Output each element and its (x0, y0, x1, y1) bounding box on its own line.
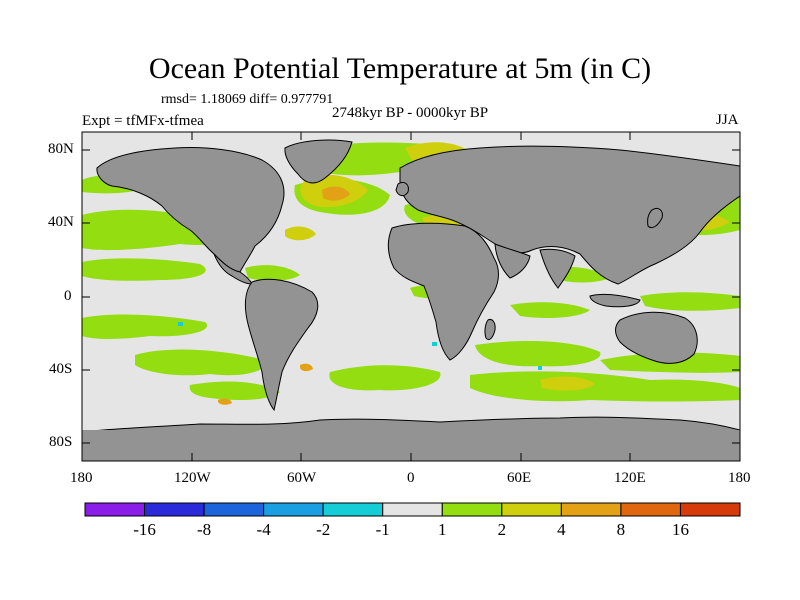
colorbar-label: -4 (256, 520, 271, 539)
lon-label-180w: 180 (70, 470, 93, 486)
japan (647, 207, 663, 229)
colorbar-box (263, 502, 324, 517)
south-america (244, 278, 319, 412)
colorbar-label: -1 (375, 520, 390, 539)
map-title: Ocean Potential Temperature at 5m (in C) (148, 52, 652, 85)
lon-ticks (81, 132, 741, 461)
colorbar-label: 8 (616, 520, 626, 539)
colorbar-box (382, 502, 443, 517)
lat-label-40n: 40N (48, 214, 74, 230)
colorbar-label: 1 (438, 520, 447, 539)
experiment-label: Expt = tfMFx-tfmea (82, 113, 204, 129)
lon-label-60w: 60W (287, 470, 317, 486)
british-isles (395, 181, 409, 197)
colorbar-label: -16 (133, 520, 156, 539)
colorbar-label: -8 (196, 520, 212, 539)
north-america (96, 147, 285, 273)
lon-label-120e: 120E (614, 470, 646, 486)
colorbar-label: -2 (316, 520, 331, 539)
colorbar-box (501, 502, 562, 517)
colorbar-label: 4 (557, 520, 566, 539)
colorbar-label: 16 (671, 520, 689, 539)
lat-label-80s: 80S (49, 434, 73, 450)
lon-label-60e: 60E (507, 470, 532, 486)
season-label: JJA (716, 112, 739, 128)
africa (387, 222, 499, 361)
colorbar-box (560, 502, 622, 517)
colorbar-box (620, 502, 681, 517)
indonesia (589, 293, 641, 308)
anomaly-4-8 (218, 186, 350, 405)
colorbar-box (203, 502, 265, 517)
australia (615, 311, 698, 364)
lat-label-0: 0 (64, 288, 72, 304)
colorbar-box (679, 502, 741, 517)
stats-line: rmsd= 1.18069 diff= 0.977791 (161, 92, 334, 107)
arabia (494, 243, 531, 279)
lat-label-40s: 40S (49, 361, 73, 377)
period-label: 2748kyr BP - 0000kyr BP (331, 105, 489, 121)
eurasia (399, 145, 740, 285)
colorbar-box (441, 502, 503, 517)
madagascar (484, 319, 496, 341)
lat-ticks (82, 149, 740, 444)
lon-label-180e: 180 (728, 470, 751, 486)
colorbar-label: 2 (497, 520, 507, 539)
lon-label-0: 0 (407, 470, 415, 486)
colorbar-box (322, 502, 384, 517)
colorbar-box (144, 502, 205, 517)
india (539, 248, 576, 289)
greenland (284, 139, 353, 184)
lon-label-120w: 120W (174, 470, 211, 486)
lat-label-80n: 80N (48, 141, 74, 157)
colorbar-box (84, 502, 146, 517)
colorbar-boxes (84, 502, 741, 517)
